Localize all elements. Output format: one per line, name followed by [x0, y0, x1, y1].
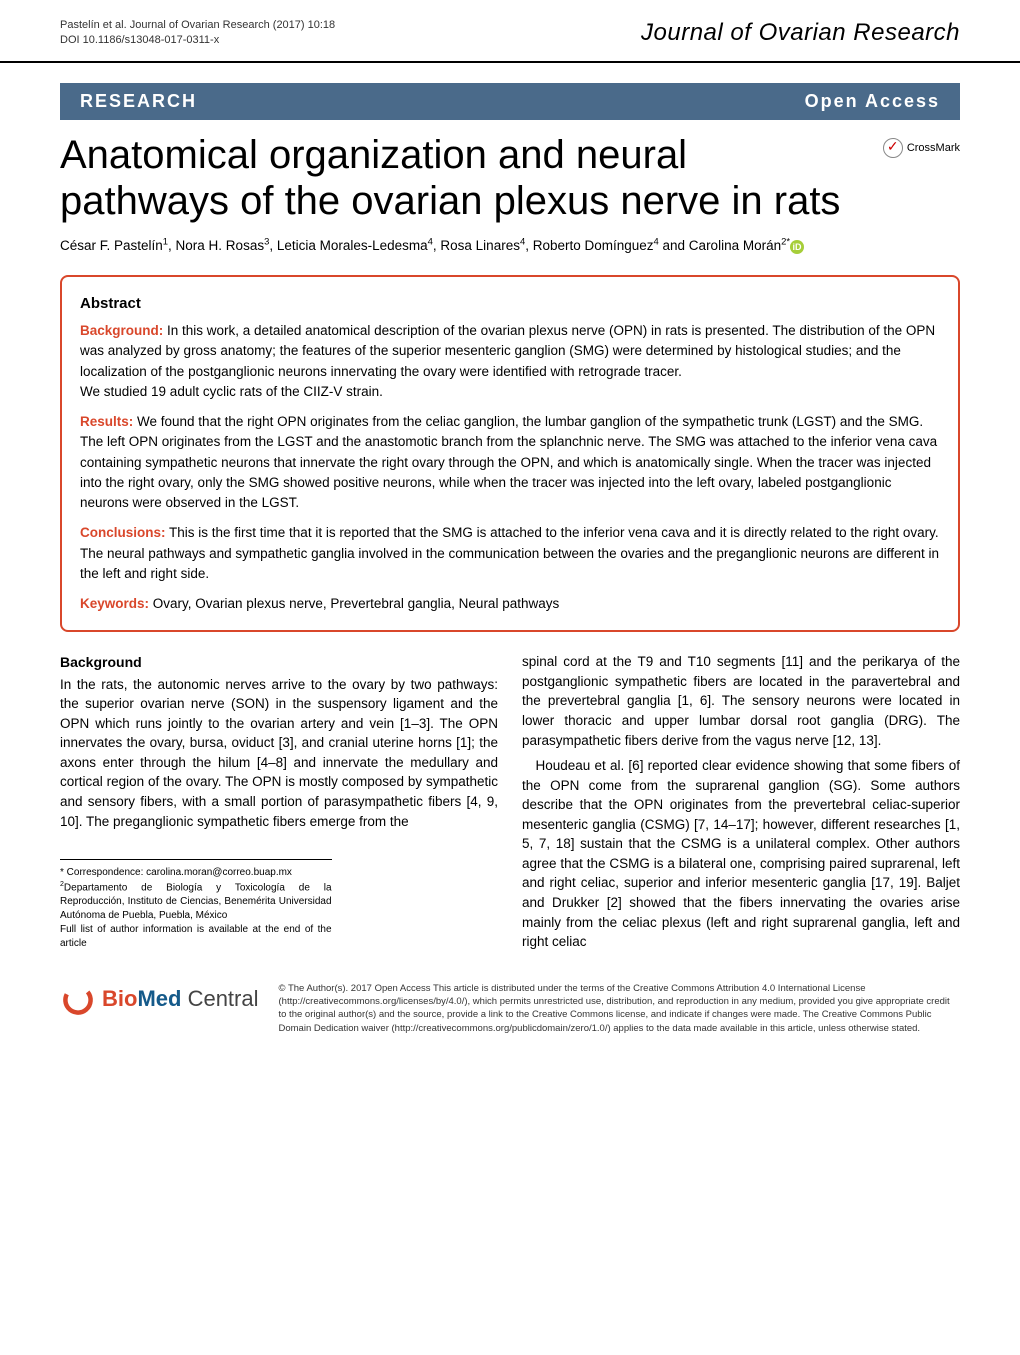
body-para-1: In the rats, the autonomic nerves arrive… [60, 675, 498, 832]
author-list: César F. Pastelín1, Nora H. Rosas3, Leti… [0, 232, 1020, 275]
bmc-med: Med [137, 986, 181, 1011]
background-heading: Background [60, 652, 498, 672]
background-text: In this work, a detailed anatomical desc… [80, 323, 935, 379]
license-text: © The Author(s). 2017 Open Access This a… [279, 982, 961, 1035]
citation-block: Pastelín et al. Journal of Ovarian Resea… [60, 18, 335, 49]
abstract-keywords: Keywords: Ovary, Ovarian plexus nerve, P… [80, 594, 940, 614]
citation-text: Pastelín et al. Journal of Ovarian Resea… [60, 18, 335, 33]
page-footer: BioMed Central © The Author(s). 2017 Ope… [0, 968, 1020, 1065]
journal-name: Journal of Ovarian Research [641, 19, 960, 47]
right-column: spinal cord at the T9 and T10 segments [… [522, 652, 960, 951]
page-header: Pastelín et al. Journal of Ovarian Resea… [0, 0, 1020, 63]
body-para-3: Houdeau et al. [6] reported clear eviden… [522, 756, 960, 952]
article-title: Anatomical organization and neural pathw… [60, 132, 860, 224]
body-para-2: spinal cord at the T9 and T10 segments [… [522, 652, 960, 750]
abstract-background: Background: In this work, a detailed ana… [80, 321, 940, 402]
crossmark-icon [883, 138, 903, 158]
abstract-conclusions: Conclusions: This is the first time that… [80, 523, 940, 584]
article-type-label: RESEARCH [80, 91, 197, 112]
doi-text: DOI 10.1186/s13048-017-0311-x [60, 33, 335, 48]
correspondence-affiliation: 2Departamento de Biología y Toxicología … [60, 880, 332, 923]
conclusions-text: This is the first time that it is report… [80, 525, 939, 581]
crossmark-badge[interactable]: CrossMark [883, 138, 960, 158]
author-info-note: Full list of author information is avail… [60, 923, 332, 951]
correspondence-email: * Correspondence: carolina.moran@correo.… [60, 866, 332, 880]
left-column: Background In the rats, the autonomic ne… [60, 652, 498, 951]
affiliation-text: Departamento de Biología y Toxicología d… [60, 882, 332, 921]
bmc-wordmark: BioMed Central [102, 984, 259, 1015]
background-label: Background: [80, 323, 163, 338]
article-type-bar: RESEARCH Open Access [60, 83, 960, 120]
abstract-results: Results: We found that the right OPN ori… [80, 412, 940, 513]
abstract-box: Abstract Background: In this work, a det… [60, 275, 960, 633]
bmc-bio: Bio [102, 986, 137, 1011]
results-text: We found that the right OPN originates f… [80, 414, 937, 510]
body-columns: Background In the rats, the autonomic ne… [0, 632, 1020, 967]
abstract-heading: Abstract [80, 293, 940, 316]
title-block: Anatomical organization and neural pathw… [0, 120, 1020, 232]
keywords-label: Keywords: [80, 596, 149, 611]
bmc-ring-icon [60, 982, 96, 1018]
keywords-text: Ovary, Ovarian plexus nerve, Prevertebra… [149, 596, 559, 611]
crossmark-label: CrossMark [907, 142, 960, 154]
orcid-icon[interactable]: iD [790, 240, 804, 254]
authors-text: César F. Pastelín1, Nora H. Rosas3, Leti… [60, 238, 790, 253]
conclusions-label: Conclusions: [80, 525, 166, 540]
biomed-central-logo: BioMed Central [60, 982, 259, 1018]
results-label: Results: [80, 414, 133, 429]
methods-text: We studied 19 adult cyclic rats of the C… [80, 382, 940, 402]
correspondence-footnote: * Correspondence: carolina.moran@correo.… [60, 859, 332, 951]
bmc-central: Central [181, 986, 258, 1011]
open-access-label: Open Access [805, 91, 940, 112]
